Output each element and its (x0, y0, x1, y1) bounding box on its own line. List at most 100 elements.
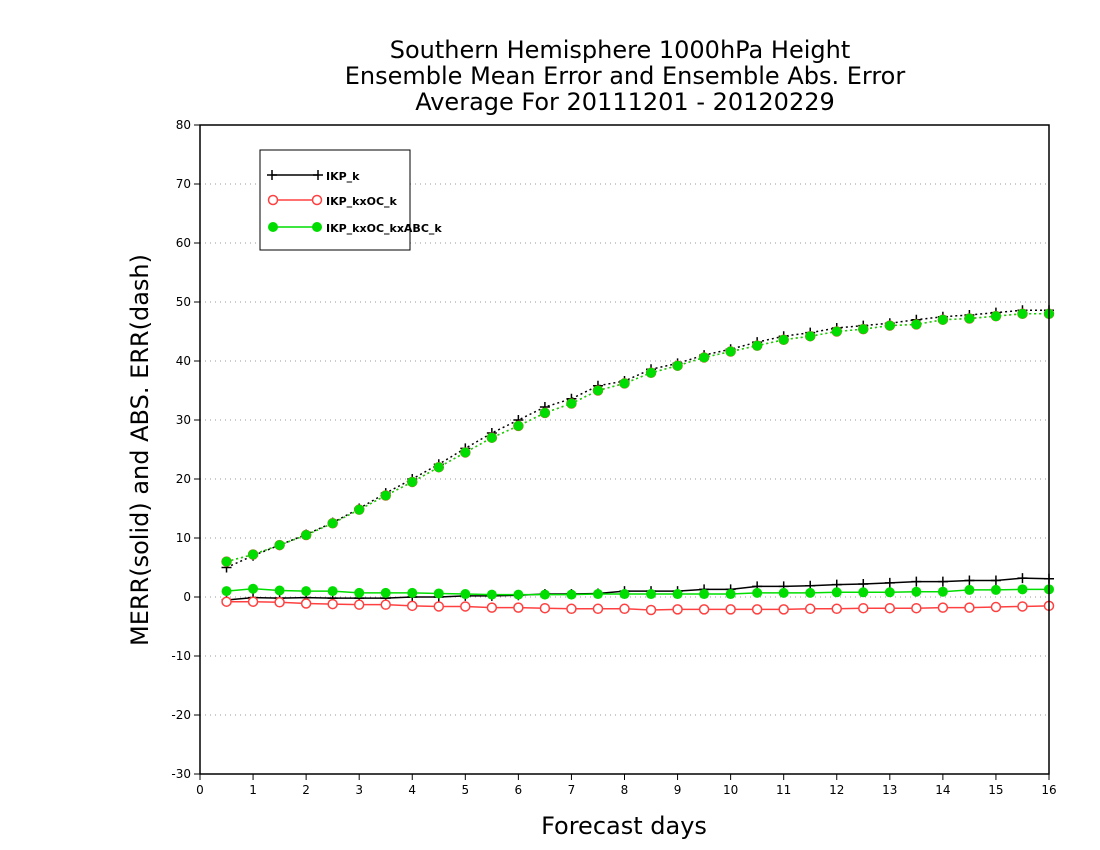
merr-point (911, 586, 922, 597)
merr-point (884, 602, 896, 614)
abs-err-point (433, 462, 444, 473)
abs-err-point (221, 556, 232, 567)
merr-point (672, 589, 683, 600)
merr-point (327, 598, 338, 610)
merr-point (937, 602, 949, 613)
merr-point (884, 587, 895, 598)
merr-point (831, 587, 842, 598)
abs-err-point (301, 530, 312, 541)
merr-point (486, 589, 497, 600)
merr-point (513, 589, 524, 600)
merr-point (221, 596, 232, 607)
merr-point (274, 585, 285, 596)
y-tick-label: -20 (171, 708, 191, 722)
merr-point (566, 589, 577, 600)
merr-point (619, 589, 630, 600)
y-tick-label: 60 (176, 236, 191, 250)
merr-point (964, 602, 975, 613)
y-tick-label: 40 (176, 354, 191, 368)
merr-point (221, 586, 232, 597)
abs-err-point (725, 346, 736, 357)
merr-point (1017, 584, 1028, 595)
abs-err-point (460, 447, 471, 458)
merr-point (778, 587, 789, 598)
x-tick-label: 13 (882, 783, 897, 797)
chart-title-line-2: Ensemble Mean Error and Ensemble Abs. Er… (345, 62, 906, 90)
merr-point (699, 589, 710, 600)
merr-point (407, 587, 418, 598)
abs-err-point (407, 476, 418, 487)
merr-point (725, 604, 736, 615)
legend-marker-open-circle-icon (311, 194, 323, 206)
merr-point (1017, 573, 1028, 584)
abs-err-point (486, 432, 497, 443)
merr-point (301, 586, 312, 597)
abs-err-point (911, 319, 922, 330)
merr-point (964, 575, 975, 586)
legend-marker-filled-circle-icon (312, 222, 322, 232)
merr-point (645, 604, 657, 616)
merr-point (911, 576, 922, 587)
merr-point (990, 575, 1001, 586)
merr-point (964, 584, 975, 595)
chart-title-line-1: Southern Hemisphere 1000hPa Height (390, 36, 850, 64)
y-tick-label: -10 (171, 649, 191, 663)
abs-err-point (805, 331, 816, 342)
x-axis-label: Forecast days (541, 812, 707, 840)
merr-point (911, 602, 922, 614)
legend-label-3: IKP_kxOC_kxABC_k (326, 222, 442, 235)
abs-err-line (226, 313, 1049, 563)
y-tick-label: -30 (171, 767, 191, 781)
merr-point (407, 600, 418, 612)
x-tick-label: 4 (408, 783, 416, 797)
abs-err-point (1017, 308, 1028, 319)
y-axis-label: MERR(solid) and ABS. ERR(dash) (126, 254, 154, 646)
merr-point (566, 603, 577, 615)
merr-point (539, 589, 550, 600)
merr-point (353, 599, 365, 610)
abs-err-point (752, 340, 763, 351)
abs-err-point (858, 324, 869, 335)
merr-point (380, 587, 391, 598)
x-tick-label: 7 (568, 783, 576, 797)
abs-err-point (884, 320, 895, 331)
x-tick-label: 5 (461, 783, 469, 797)
x-tick-label: 12 (829, 783, 844, 797)
abs-err-line (226, 313, 1049, 563)
merr-point (990, 601, 1002, 613)
x-tick-label: 16 (1041, 783, 1056, 797)
merr-point (858, 602, 869, 614)
merr-point (433, 588, 444, 599)
merr-point (646, 589, 657, 600)
merr-point (1017, 601, 1028, 612)
legend-label-1: IKP_k (326, 170, 360, 183)
series-3 (221, 308, 1054, 600)
x-tick-label: 2 (302, 783, 310, 797)
merr-point (327, 586, 338, 597)
abs-err-point (566, 398, 577, 409)
abs-err-point (274, 540, 285, 551)
merr-point (513, 602, 524, 613)
merr-point (698, 604, 710, 615)
merr-point (274, 597, 285, 608)
y-tick-label: 30 (176, 413, 191, 427)
merr-point (486, 602, 498, 613)
abs-err-point (327, 518, 338, 529)
merr-point (248, 583, 259, 594)
grid-lines (200, 183, 1049, 716)
x-tick-label: 9 (674, 783, 682, 797)
merr-point (300, 598, 312, 609)
x-tick-label: 3 (355, 783, 363, 797)
series-layer (221, 305, 1055, 616)
merr-point (725, 589, 736, 600)
merr-point (831, 603, 842, 615)
series-2 (221, 308, 1055, 616)
merr-point (592, 589, 603, 600)
abs-err-point (619, 378, 630, 389)
merr-point (672, 604, 683, 615)
merr-point (937, 586, 948, 597)
abs-err-point (937, 314, 948, 325)
abs-err-point (539, 407, 550, 418)
